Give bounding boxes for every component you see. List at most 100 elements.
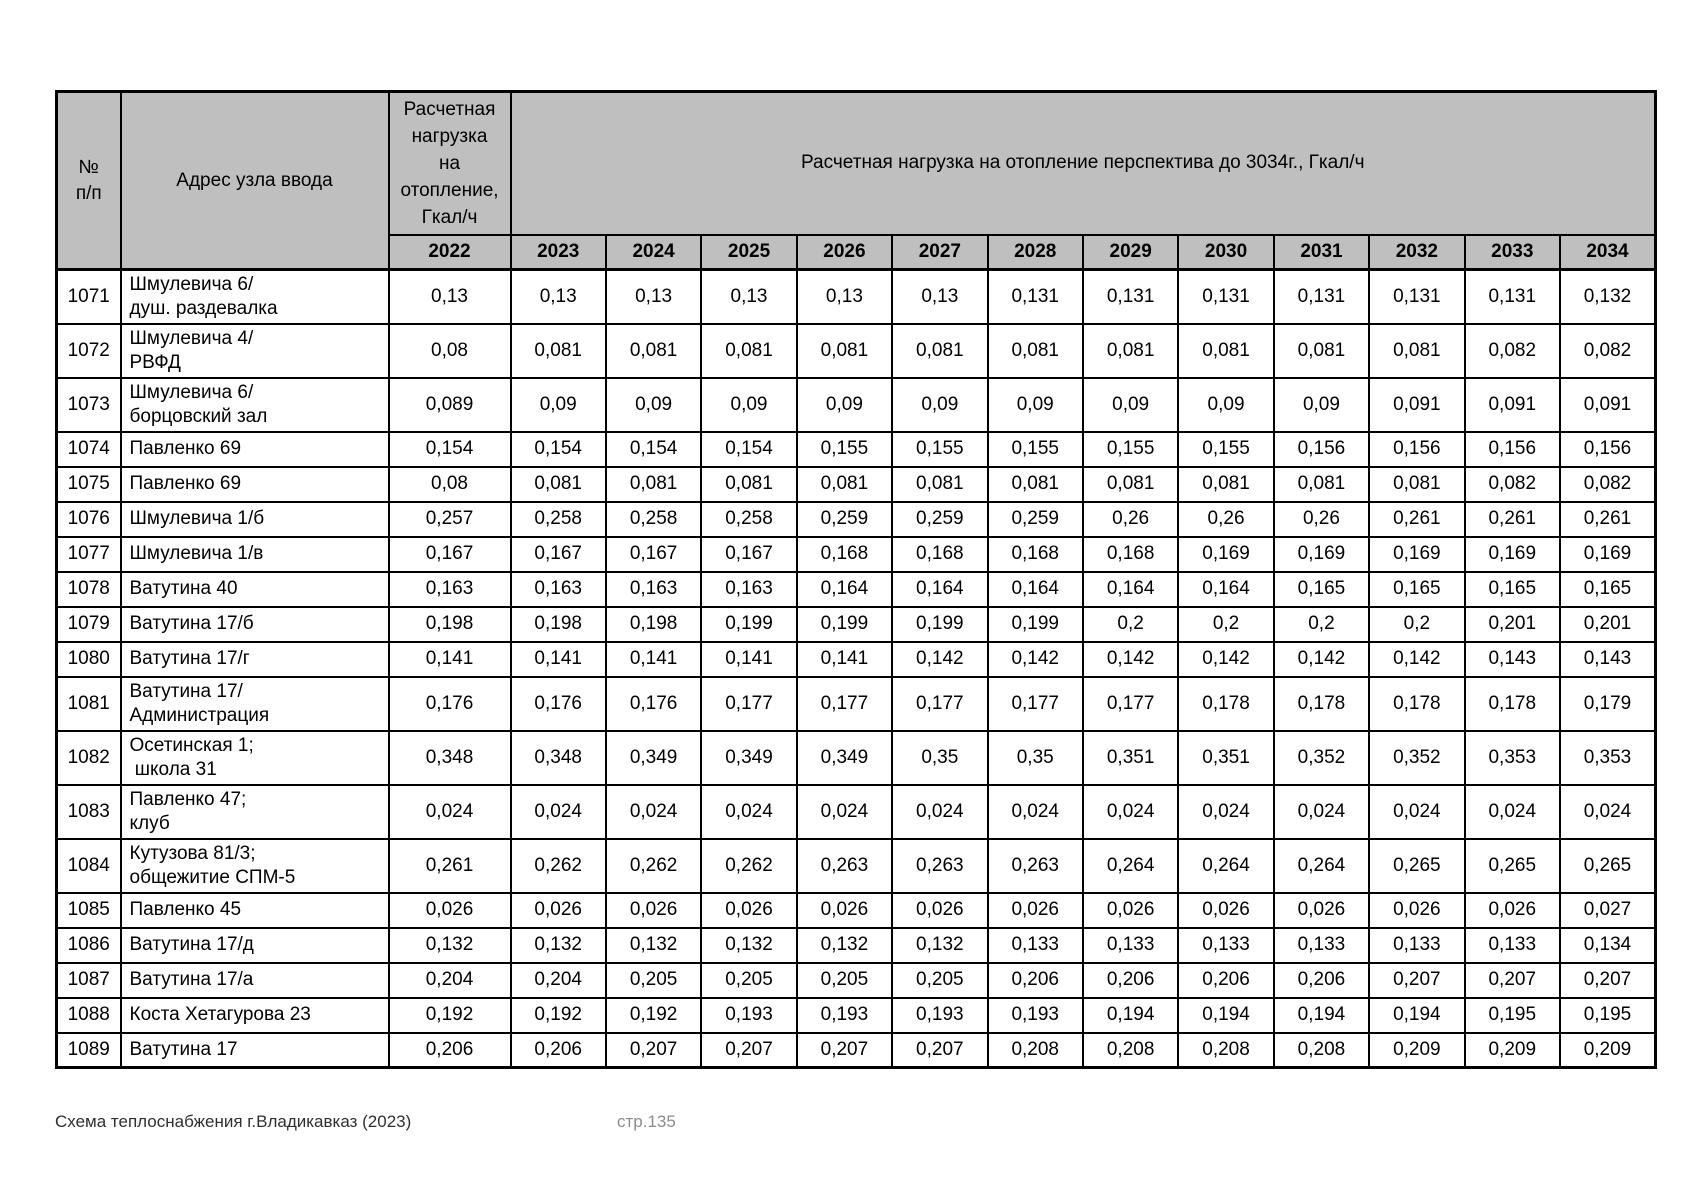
- load-value-cell: 0,206: [387, 1031, 512, 1069]
- load-value-cell: 0,258: [509, 500, 607, 538]
- load-value-cell: 0,199: [986, 605, 1084, 643]
- load-value-cell: 0,259: [891, 500, 989, 538]
- footer-document-title: Схема теплоснабжения г.Владикавказ (2023…: [55, 1112, 412, 1131]
- load-value-cell: 0,168: [891, 535, 989, 573]
- load-value-cell: 0,198: [387, 605, 512, 643]
- row-number-cell: 1083: [55, 783, 122, 840]
- load-value-cell: 0,13: [795, 268, 894, 325]
- load-value-cell: 0,141: [509, 640, 607, 678]
- load-value-cell: 0,352: [1272, 729, 1371, 786]
- load-value-cell: 0,177: [1081, 675, 1180, 732]
- load-value-cell: 0,141: [604, 640, 703, 678]
- load-value-cell: 0,178: [1177, 675, 1275, 732]
- table-row: 1086 Ватутина 17/д 0,132 0,132 0,132 0,132 0…: [55, 926, 1657, 964]
- load-value-cell: 0,081: [891, 465, 989, 503]
- load-value-cell: 0,2: [1177, 605, 1275, 643]
- load-value-cell: 0,265: [1368, 837, 1466, 894]
- load-value-cell: 0,169: [1368, 535, 1466, 573]
- load-value-cell: 0,263: [891, 837, 989, 894]
- load-value-cell: 0,264: [1177, 837, 1275, 894]
- load-value-cell: 0,132: [795, 926, 894, 964]
- load-value-cell: 0,204: [509, 961, 607, 999]
- row-number-cell: 1086: [55, 926, 122, 964]
- load-value-cell: 0,155: [986, 430, 1084, 468]
- row-number-cell: 1085: [55, 891, 122, 929]
- load-value-cell: 0,262: [604, 837, 703, 894]
- load-value-cell: 0,192: [604, 996, 703, 1034]
- load-value-cell: 0,155: [891, 430, 989, 468]
- load-value-cell: 0,176: [387, 675, 512, 732]
- load-value-cell: 0,26: [1272, 500, 1371, 538]
- load-value-cell: 0,178: [1463, 675, 1561, 732]
- load-value-cell: 0,089: [387, 376, 512, 433]
- load-value-cell: 0,156: [1272, 430, 1371, 468]
- load-value-cell: 0,081: [986, 322, 1084, 379]
- load-value-cell: 0,208: [986, 1031, 1084, 1069]
- load-value-cell: 0,024: [1558, 783, 1657, 840]
- load-value-cell: 0,091: [1463, 376, 1561, 433]
- load-value-cell: 0,026: [700, 891, 798, 929]
- load-value-cell: 0,156: [1558, 430, 1657, 468]
- load-value-cell: 0,262: [509, 837, 607, 894]
- header-top-row: № п/п Адрес узла ввода Расчетная нагрузк…: [55, 90, 1657, 271]
- row-number-cell: 1078: [55, 570, 122, 608]
- load-value-cell: 0,199: [795, 605, 894, 643]
- load-value-cell: 0,177: [891, 675, 989, 732]
- load-value-cell: 0,09: [986, 376, 1084, 433]
- load-value-cell: 0,13: [700, 268, 798, 325]
- load-value-cell: 0,192: [509, 996, 607, 1034]
- load-value-cell: 0,026: [1081, 891, 1180, 929]
- load-value-cell: 0,353: [1463, 729, 1561, 786]
- load-value-cell: 0,132: [1558, 268, 1657, 325]
- load-value-cell: 0,163: [700, 570, 798, 608]
- load-value-cell: 0,026: [891, 891, 989, 929]
- row-number-cell: 1073: [55, 376, 122, 433]
- load-value-cell: 0,081: [986, 465, 1084, 503]
- year-header: 2025: [700, 233, 798, 271]
- load-value-cell: 0,177: [700, 675, 798, 732]
- load-value-cell: 0,026: [509, 891, 607, 929]
- load-value-cell: 0,206: [1177, 961, 1275, 999]
- load-value-cell: 0,168: [986, 535, 1084, 573]
- load-value-cell: 0,133: [986, 926, 1084, 964]
- load-value-cell: 0,261: [1558, 500, 1657, 538]
- load-value-cell: 0,194: [1177, 996, 1275, 1034]
- load-value-cell: 0,142: [986, 640, 1084, 678]
- load-value-cell: 0,024: [1272, 783, 1371, 840]
- load-value-cell: 0,081: [795, 465, 894, 503]
- load-value-cell: 0,205: [604, 961, 703, 999]
- address-cell: Ватутина 17/г: [119, 640, 390, 678]
- year-header: 2030: [1177, 233, 1275, 271]
- load-value-cell: 0,198: [509, 605, 607, 643]
- load-value-cell: 0,024: [986, 783, 1084, 840]
- load-value-cell: 0,131: [1177, 268, 1275, 325]
- row-number-cell: 1071: [55, 268, 122, 325]
- load-value-cell: 0,08: [387, 322, 512, 379]
- load-value-cell: 0,081: [1272, 465, 1371, 503]
- load-value-cell: 0,132: [891, 926, 989, 964]
- row-number-cell: 1080: [55, 640, 122, 678]
- year-header: 2027: [891, 233, 989, 271]
- load-value-cell: 0,081: [700, 322, 798, 379]
- load-value-cell: 0,082: [1558, 465, 1657, 503]
- load-value-cell: 0,026: [1463, 891, 1561, 929]
- load-value-cell: 0,141: [387, 640, 512, 678]
- load-value-cell: 0,165: [1368, 570, 1466, 608]
- year-header: 2033: [1463, 233, 1561, 271]
- load-value-cell: 0,351: [1177, 729, 1275, 786]
- year-header: 2028: [986, 233, 1084, 271]
- load-value-cell: 0,164: [1081, 570, 1180, 608]
- load-value-cell: 0,026: [604, 891, 703, 929]
- load-value-cell: 0,131: [1081, 268, 1180, 325]
- load-value-cell: 0,348: [387, 729, 512, 786]
- load-value-cell: 0,194: [1081, 996, 1180, 1034]
- load-value-cell: 0,168: [795, 535, 894, 573]
- load-value-cell: 0,155: [795, 430, 894, 468]
- load-value-cell: 0,082: [1463, 465, 1561, 503]
- load-value-cell: 0,142: [1272, 640, 1371, 678]
- load-value-cell: 0,209: [1558, 1031, 1657, 1069]
- address-cell: Ватутина 17/а: [119, 961, 390, 999]
- load-value-cell: 0,142: [1368, 640, 1466, 678]
- load-value-cell: 0,168: [1081, 535, 1180, 573]
